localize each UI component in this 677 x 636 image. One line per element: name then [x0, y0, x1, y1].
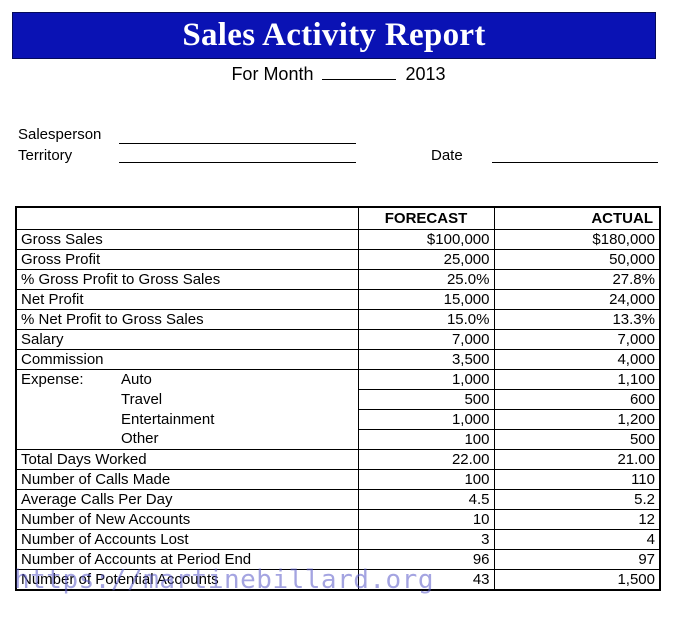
forecast-cell: 7,000	[357, 328, 495, 350]
for-month-line: For Month 2013	[0, 62, 677, 85]
row-label: Number of Accounts at Period End	[15, 548, 359, 570]
forecast-cell: 22.00	[357, 448, 495, 470]
row-label: Total Days Worked	[15, 448, 359, 470]
actual-cell: 13.3%	[493, 308, 661, 330]
row-label: Entertainment	[15, 409, 359, 429]
actual-cell: 24,000	[493, 288, 661, 310]
actual-cell: 21.00	[493, 448, 661, 470]
title-banner: Sales Activity Report	[12, 12, 656, 59]
table-header-row: FORECAST ACTUAL	[15, 206, 661, 230]
label-column-header	[15, 206, 359, 230]
row-label: Travel	[15, 389, 359, 409]
table-body: Gross Sales $100,000 $180,000 Gross Profit 2…	[15, 228, 661, 590]
actual-cell: $180,000	[493, 228, 661, 250]
actual-column-header: ACTUAL	[493, 206, 661, 230]
actual-cell: 4,000	[493, 348, 661, 370]
actual-cell: 12	[493, 508, 661, 530]
actual-cell: 27.8%	[493, 268, 661, 290]
forecast-cell: 4.5	[357, 488, 495, 510]
actual-cell: 50,000	[493, 248, 661, 270]
forecast-cell: 3,500	[357, 348, 495, 370]
row-label: Average Calls Per Day	[15, 488, 359, 510]
row-label: Number of New Accounts	[15, 508, 359, 530]
sales-activity-table: FORECAST ACTUAL Gross Sales $100,000 $180,…	[15, 206, 661, 591]
actual-cell: 5.2	[493, 488, 661, 510]
table-row: Number of New Accounts 10 12	[15, 508, 661, 530]
table-row: Commission 3,500 4,000	[15, 348, 661, 370]
table-row: Number of Accounts Lost 3 4	[15, 528, 661, 550]
table-row: Number of Calls Made 100 110	[15, 468, 661, 490]
actual-cell: 600	[493, 388, 661, 410]
row-label: % Net Profit to Gross Sales	[15, 308, 359, 330]
table-row: % Gross Profit to Gross Sales 25.0% 27.8%	[15, 268, 661, 290]
table-row: Total Days Worked 22.00 21.00	[15, 448, 661, 470]
row-label: Expense: Auto	[15, 368, 359, 389]
forecast-cell: 1,000	[357, 368, 495, 390]
row-label: Salary	[15, 328, 359, 350]
salesperson-field[interactable]	[119, 143, 356, 144]
forecast-cell: 3	[357, 528, 495, 550]
forecast-cell: $100,000	[357, 228, 495, 250]
forecast-cell: 100	[357, 468, 495, 490]
row-label: Other	[15, 429, 359, 450]
date-field[interactable]	[492, 162, 658, 163]
forecast-cell: 25.0%	[357, 268, 495, 290]
expense-label: Expense:	[21, 370, 84, 388]
forecast-cell: 1,000	[357, 408, 495, 430]
table-row: Other 100 500	[15, 428, 661, 450]
forecast-column-header: FORECAST	[357, 206, 495, 230]
actual-cell: 97	[493, 548, 661, 570]
report-title: Sales Activity Report	[182, 17, 486, 53]
expense-subcategory: Entertainment	[121, 410, 215, 428]
table-row: Number of Potential Accounts 43 1,500	[15, 568, 661, 590]
forecast-cell: 25,000	[357, 248, 495, 270]
row-label: Number of Accounts Lost	[15, 528, 359, 550]
forecast-cell: 43	[357, 568, 495, 590]
for-month-label: For Month	[231, 64, 314, 84]
forecast-cell: 100	[357, 428, 495, 450]
table-row: Travel 500 600	[15, 388, 661, 410]
forecast-cell: 10	[357, 508, 495, 530]
table-row: Gross Sales $100,000 $180,000	[15, 228, 661, 250]
forecast-cell: 15.0%	[357, 308, 495, 330]
row-label: Gross Sales	[15, 228, 359, 250]
date-label: Date	[431, 147, 463, 164]
actual-cell: 1,100	[493, 368, 661, 390]
actual-cell: 1,200	[493, 408, 661, 430]
table-row: Expense: Auto 1,000 1,100	[15, 368, 661, 390]
table-row: Entertainment 1,000 1,200	[15, 408, 661, 430]
actual-cell: 110	[493, 468, 661, 490]
salesperson-label: Salesperson	[18, 126, 102, 143]
table-row: Gross Profit 25,000 50,000	[15, 248, 661, 270]
expense-subcategory: Auto	[121, 370, 152, 388]
table-row: Number of Accounts at Period End 96 97	[15, 548, 661, 570]
table-row: Salary 7,000 7,000	[15, 328, 661, 350]
forecast-cell: 96	[357, 548, 495, 570]
table-row: Net Profit 15,000 24,000	[15, 288, 661, 310]
year-value: 2013	[405, 64, 446, 84]
month-blank-line	[322, 62, 397, 80]
forecast-cell: 500	[357, 388, 495, 410]
forecast-cell: 15,000	[357, 288, 495, 310]
actual-cell: 4	[493, 528, 661, 550]
row-label: Commission	[15, 348, 359, 370]
row-label: Number of Potential Accounts	[15, 568, 359, 590]
row-label: Net Profit	[15, 288, 359, 310]
expense-subcategory: Travel	[121, 390, 163, 408]
row-label: % Gross Profit to Gross Sales	[15, 268, 359, 290]
row-label: Gross Profit	[15, 248, 359, 270]
expense-subcategory: Other	[121, 430, 159, 448]
row-label: Number of Calls Made	[15, 468, 359, 490]
table-row: Average Calls Per Day 4.5 5.2	[15, 488, 661, 510]
territory-label: Territory	[18, 147, 73, 164]
territory-field[interactable]	[119, 162, 356, 163]
actual-cell: 500	[493, 428, 661, 450]
table-row: % Net Profit to Gross Sales 15.0% 13.3%	[15, 308, 661, 330]
actual-cell: 1,500	[493, 568, 661, 590]
actual-cell: 7,000	[493, 328, 661, 350]
